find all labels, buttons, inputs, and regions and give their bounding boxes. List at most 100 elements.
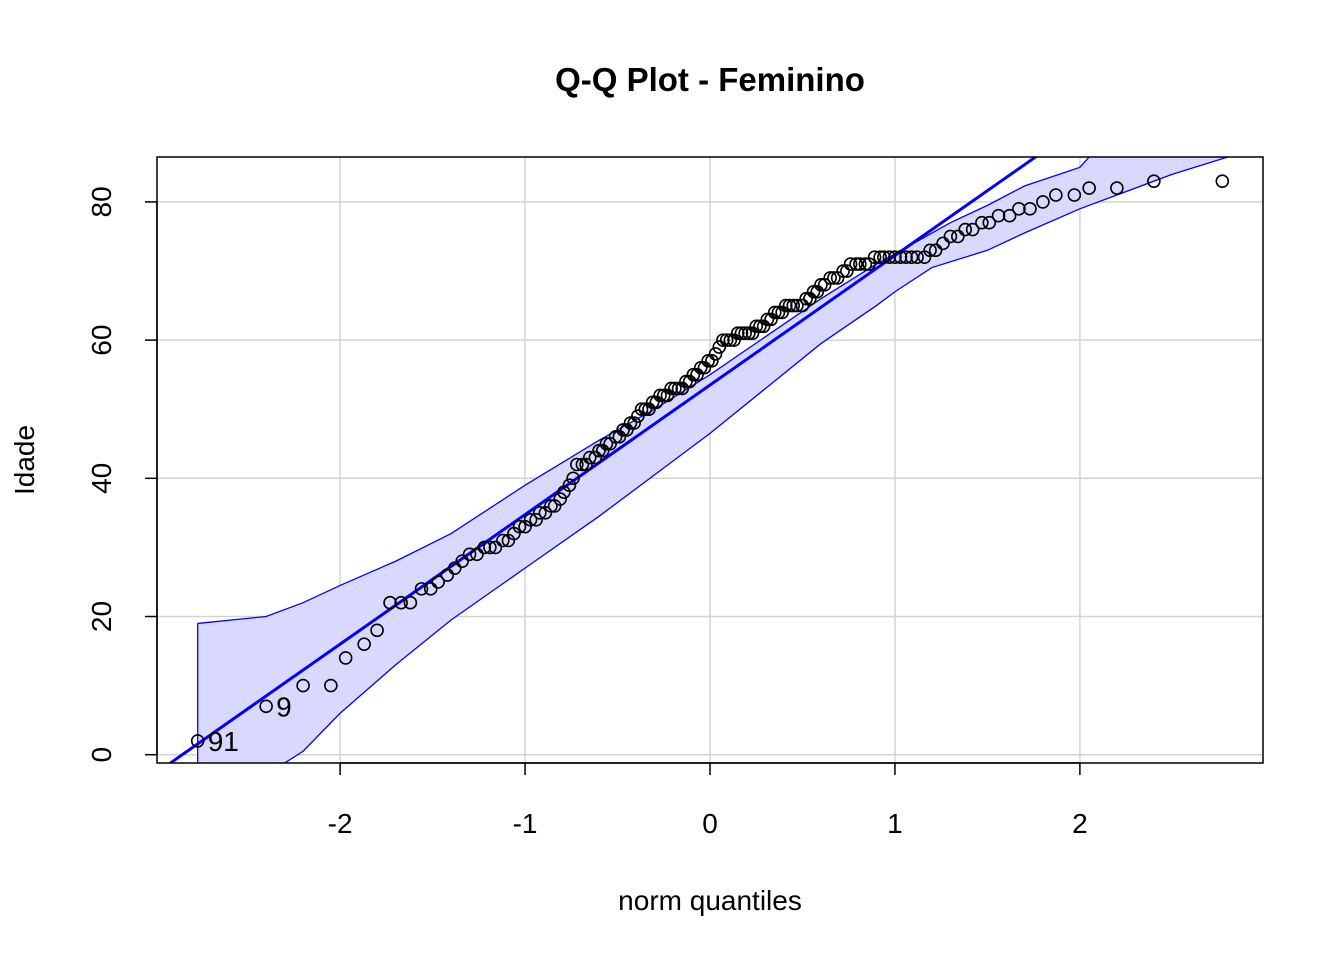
data-point xyxy=(951,229,965,244)
data-point xyxy=(470,547,484,562)
data-point xyxy=(682,374,697,389)
data-point xyxy=(836,264,850,278)
data-point xyxy=(679,374,693,389)
data-point xyxy=(719,333,734,347)
data-point xyxy=(1067,188,1082,202)
data-point xyxy=(579,457,593,472)
data-point xyxy=(414,582,429,596)
data-point xyxy=(686,367,701,382)
x-tick-label: -1 xyxy=(513,808,538,839)
data-point xyxy=(488,540,503,555)
data-point xyxy=(843,257,858,271)
data-point xyxy=(795,298,810,313)
data-point xyxy=(753,319,767,334)
data-point xyxy=(867,250,882,264)
data-point xyxy=(431,575,445,589)
y-tick-label: 20 xyxy=(86,601,117,632)
data-point xyxy=(612,430,627,444)
data-point xyxy=(660,388,675,403)
data-point xyxy=(943,229,958,244)
data-point xyxy=(782,298,797,313)
data-point xyxy=(982,215,997,230)
data-point xyxy=(858,257,873,271)
data-point xyxy=(649,395,664,410)
data-point xyxy=(642,402,656,417)
data-point xyxy=(324,678,338,693)
data-point xyxy=(623,416,638,430)
point-label: 9 xyxy=(276,691,292,722)
y-tick-label: 40 xyxy=(86,463,117,494)
data-point xyxy=(512,519,527,534)
data-point xyxy=(727,333,741,347)
data-point xyxy=(742,326,756,341)
envelope-lower-line xyxy=(279,157,1229,763)
x-tick-label: 2 xyxy=(1072,808,1088,839)
data-point xyxy=(877,250,891,264)
data-point xyxy=(664,381,678,396)
data-point xyxy=(730,326,745,341)
y-tick-label: 0 xyxy=(86,747,117,763)
data-point xyxy=(383,595,397,610)
data-point xyxy=(447,561,462,575)
data-point xyxy=(1012,202,1026,216)
data-point xyxy=(483,540,497,555)
data-point xyxy=(529,512,543,527)
data-point xyxy=(904,250,919,264)
data-point xyxy=(477,540,492,555)
data-point xyxy=(690,367,704,382)
data-point xyxy=(734,326,749,341)
data-point xyxy=(760,312,775,327)
point-label: 91 xyxy=(208,726,239,757)
y-axis-label: Idade xyxy=(9,425,40,495)
data-point xyxy=(582,450,597,465)
data-point xyxy=(462,547,477,562)
data-point xyxy=(523,512,538,527)
data-point xyxy=(899,250,913,264)
data-point xyxy=(671,381,686,396)
data-point xyxy=(588,450,603,465)
data-point xyxy=(771,305,786,320)
data-point xyxy=(656,388,671,403)
data-point xyxy=(810,284,825,299)
data-point xyxy=(708,347,723,361)
data-point xyxy=(888,250,902,264)
reference-line xyxy=(167,157,1039,763)
data-point xyxy=(668,381,682,396)
data-point xyxy=(745,326,760,341)
data-point xyxy=(455,554,469,569)
data-point xyxy=(712,340,727,354)
data-point xyxy=(853,257,867,271)
data-point xyxy=(975,215,989,230)
data-point xyxy=(1110,181,1124,195)
data-point xyxy=(653,388,667,403)
data-points xyxy=(190,174,1230,748)
data-point xyxy=(693,360,708,375)
data-point xyxy=(592,443,606,458)
data-point xyxy=(1036,195,1050,209)
data-point xyxy=(675,381,690,396)
confidence-envelope xyxy=(197,157,1229,763)
data-point xyxy=(697,360,712,375)
x-axis: -2 -1 0 1 2 xyxy=(328,762,1088,839)
data-point xyxy=(190,734,205,748)
data-point xyxy=(619,423,634,437)
data-point xyxy=(764,312,778,327)
data-point xyxy=(496,533,510,548)
data-point xyxy=(575,457,590,472)
chart-title: Q-Q Plot - Feminino xyxy=(555,61,865,98)
data-point xyxy=(910,250,924,264)
data-point xyxy=(928,243,943,258)
data-point xyxy=(806,284,821,299)
data-point xyxy=(645,395,660,410)
data-point xyxy=(1049,188,1063,202)
data-point xyxy=(570,457,584,472)
data-point xyxy=(738,326,752,341)
data-point xyxy=(893,250,908,264)
data-point xyxy=(1002,208,1017,223)
data-point xyxy=(840,264,854,278)
data-point xyxy=(882,250,897,264)
data-point xyxy=(701,354,715,368)
data-point xyxy=(544,499,558,513)
data-point xyxy=(936,236,950,251)
